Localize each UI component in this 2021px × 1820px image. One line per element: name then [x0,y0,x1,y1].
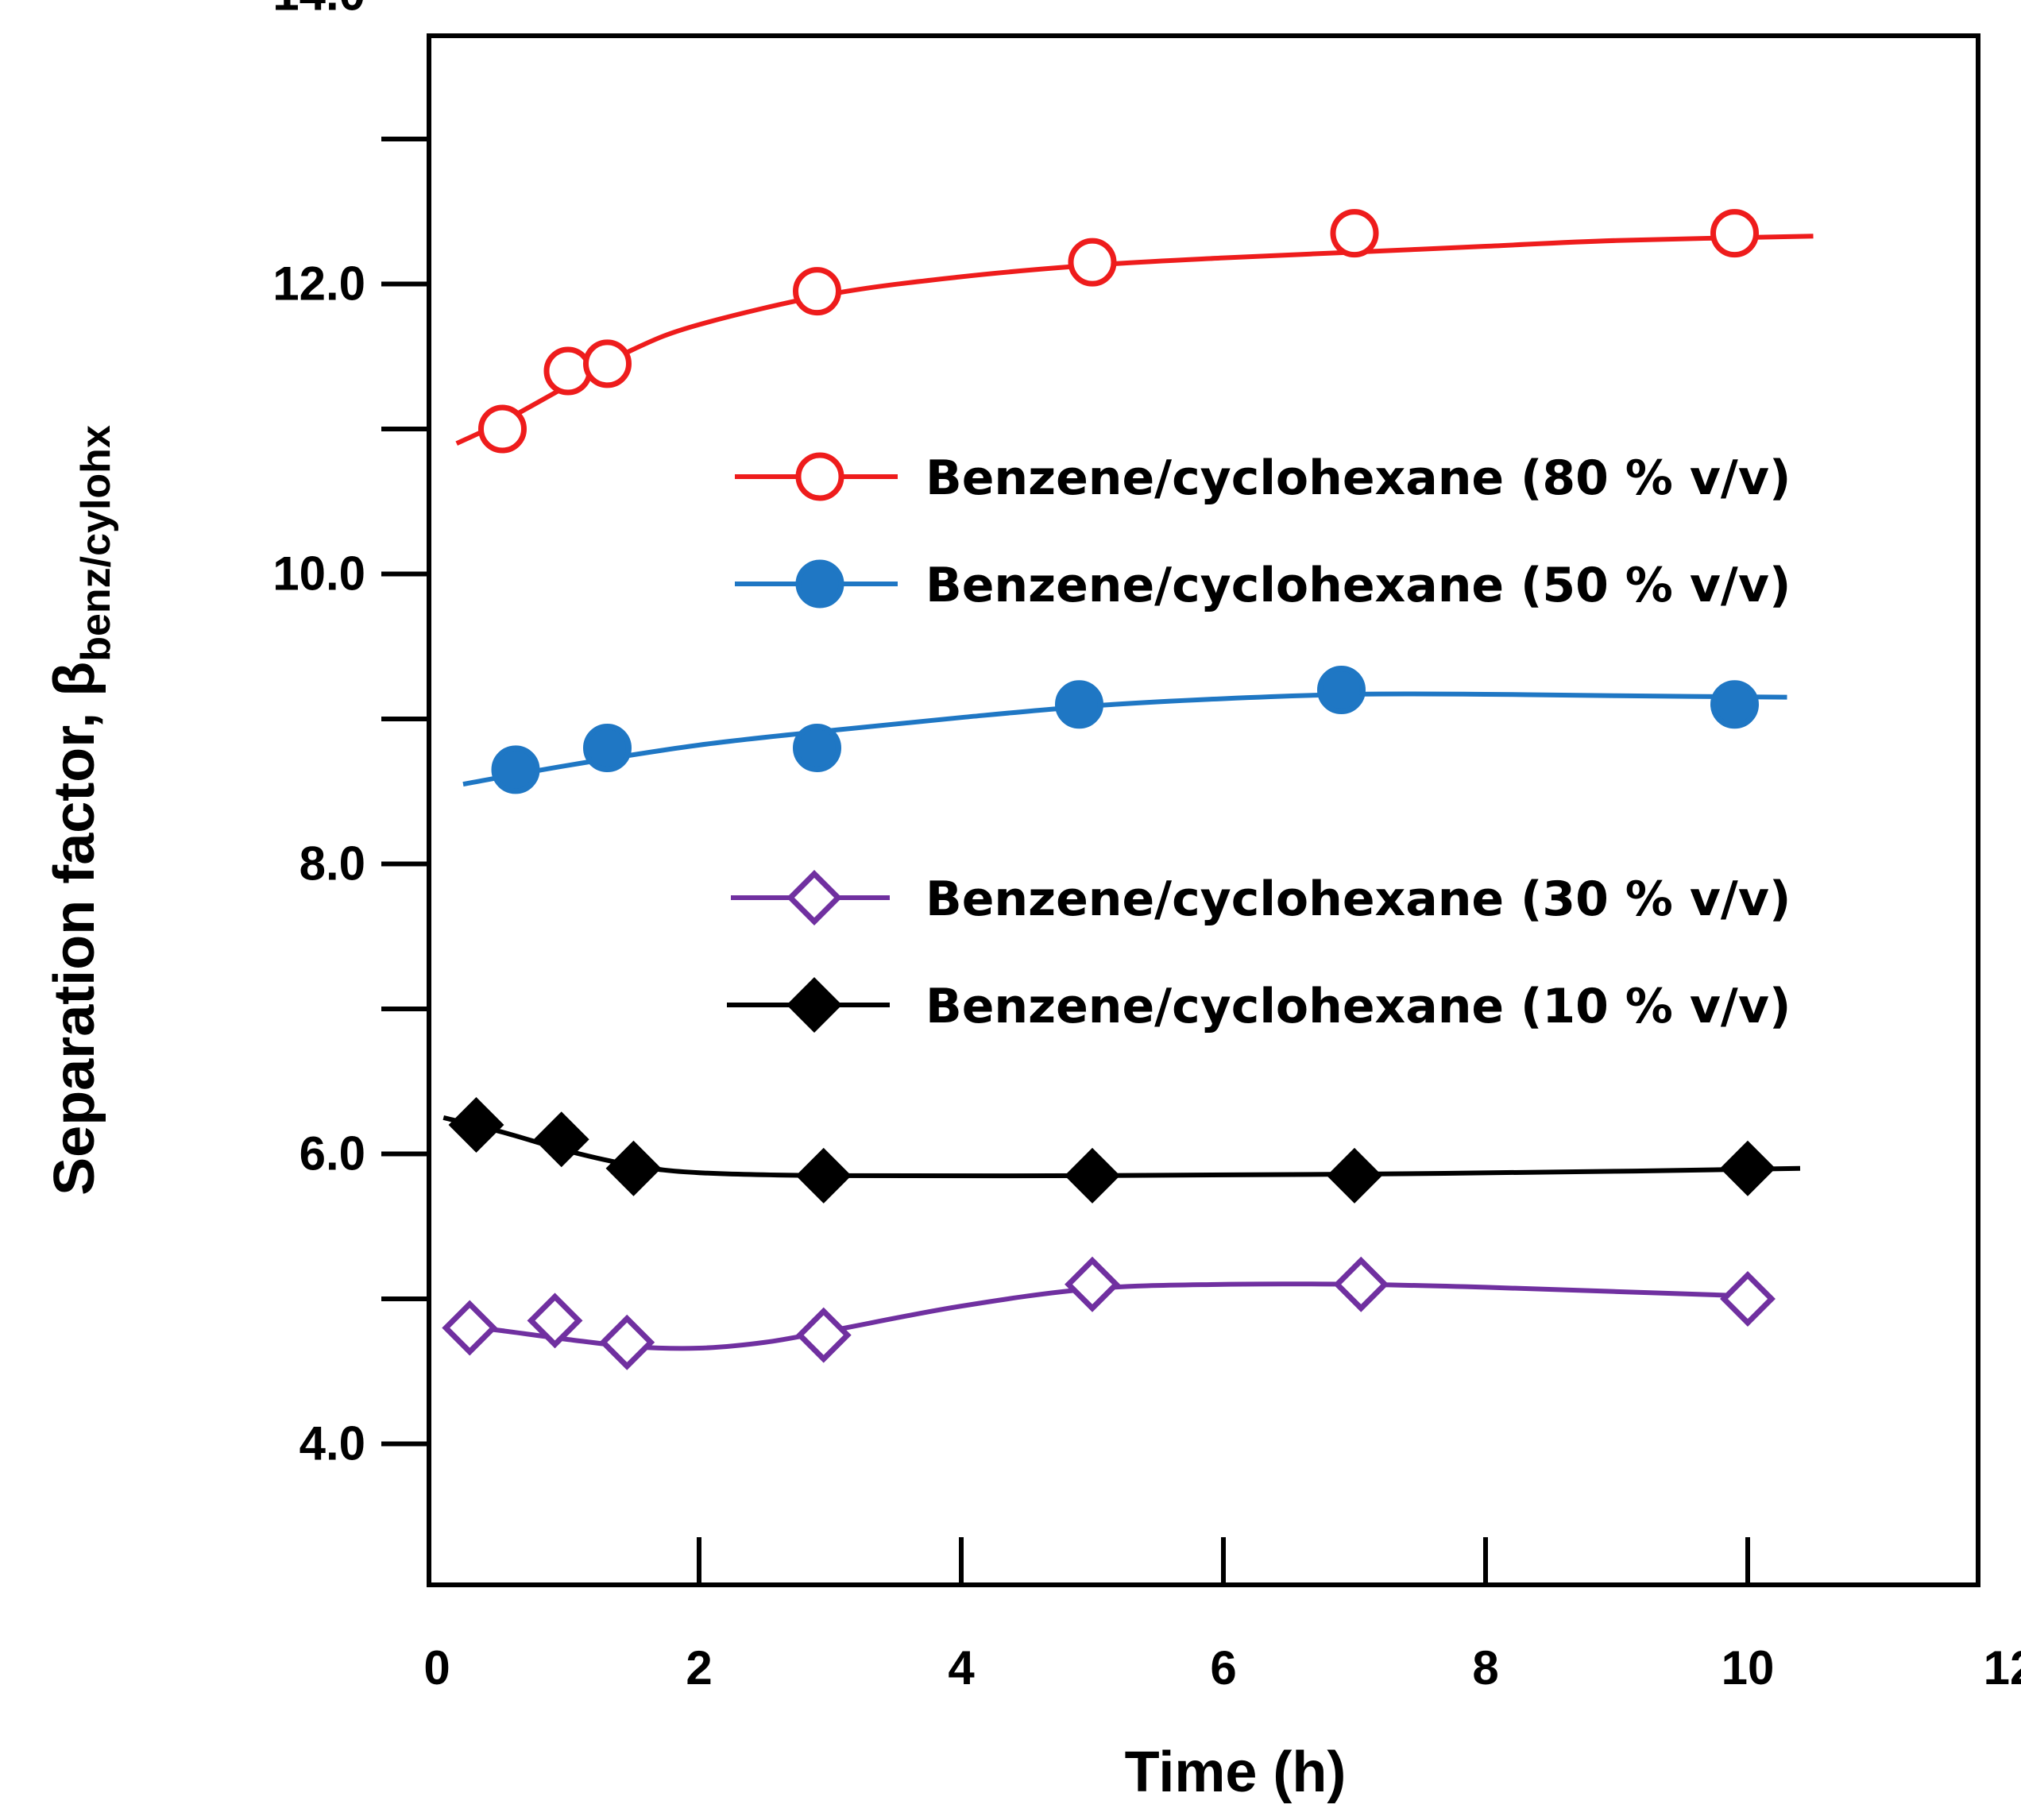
legend-label: Benzene/cyclohexane (10 % v/v) [925,979,1791,1034]
x-tick-label: 12 [1984,1641,2021,1694]
y-tick-label: 6.0 [299,1127,365,1180]
legend-label: Benzene/cyclohexane (80 % v/v) [925,450,1791,506]
data-point [1065,1147,1120,1204]
legend-label: Benzene/cyclohexane (30 % v/v) [925,871,1791,927]
series-4 [442,1097,1801,1204]
x-tick-label: 10 [1722,1641,1775,1694]
data-point [1055,680,1103,729]
data-point [448,1097,504,1153]
data-point [1327,1147,1382,1204]
x-tick-label: 6 [1210,1641,1236,1694]
series-layer [442,209,1814,1370]
x-axis-ticks: 0 2 4 6 8 10 12 [423,1537,2021,1694]
plot-frame [427,33,1980,1587]
x-tick-label: 2 [686,1641,712,1694]
svg-text:Separation factor, βbenz/cyloh: Separation factor, βbenz/cylohx [43,425,119,1196]
data-point [599,1314,655,1370]
legend-label: Benzene/cyclohexane (50 % v/v) [925,558,1791,613]
data-point [1065,1256,1120,1312]
legend-marker [786,870,842,925]
data-point [1720,1271,1776,1327]
x-axis-title: Time (h) [1125,1741,1347,1804]
data-point [1317,666,1366,714]
data-point [527,1293,583,1349]
data-point [583,339,632,388]
y-axis-title-subscript: benz/cylohx [73,425,119,662]
y-tick-label: 14.0 [272,0,365,21]
data-point [543,346,593,396]
x-tick-label: 4 [948,1641,975,1694]
series-fit-line [462,691,1787,787]
data-point [793,267,841,316]
series-fit-line [455,234,1814,446]
data-point [533,1111,589,1168]
data-point [795,1307,852,1363]
data-point [442,1300,498,1356]
y-tick-label: 4.0 [299,1417,365,1470]
data-point [583,724,632,772]
x-tick-label: 8 [1472,1641,1498,1694]
data-point [1068,238,1117,287]
data-point [1710,680,1759,729]
y-axis-title-main: Separation factor, β [43,662,106,1196]
series-2 [462,666,1787,794]
data-point [793,724,841,772]
legend-entry-3: Benzene/cyclohexane (30 % v/v) [731,870,1791,927]
y-tick-label: 12.0 [272,257,365,311]
legend-entry-1: Benzene/cyclohexane (80 % v/v) [735,450,1791,506]
legend-marker [786,977,842,1033]
y-tick-label: 10.0 [272,547,365,601]
legend: Benzene/cyclohexane (80 % v/v) Benzene/cy… [727,450,1791,1034]
data-point [795,1147,852,1204]
legend-entry-4: Benzene/cyclohexane (10 % v/v) [727,977,1791,1034]
x-tick-label: 0 [423,1641,450,1694]
legend-marker [795,559,844,609]
series-3 [442,1256,1776,1370]
data-point [1330,209,1379,258]
legend-marker [795,452,844,501]
y-tick-label: 8.0 [299,837,365,891]
legend-entry-2: Benzene/cyclohexane (50 % v/v) [735,558,1791,613]
data-point [491,745,540,794]
data-point [1333,1256,1389,1312]
data-point [1720,1140,1776,1196]
data-point [605,1140,662,1196]
y-axis-ticks: 4.0 6.0 8.0 10.0 12.0 14.0 [272,0,429,1470]
data-point [478,404,527,454]
series-1 [455,209,1814,454]
y-axis-title: Separation factor, βbenz/cylohx [43,425,119,1196]
data-point [1710,209,1759,258]
